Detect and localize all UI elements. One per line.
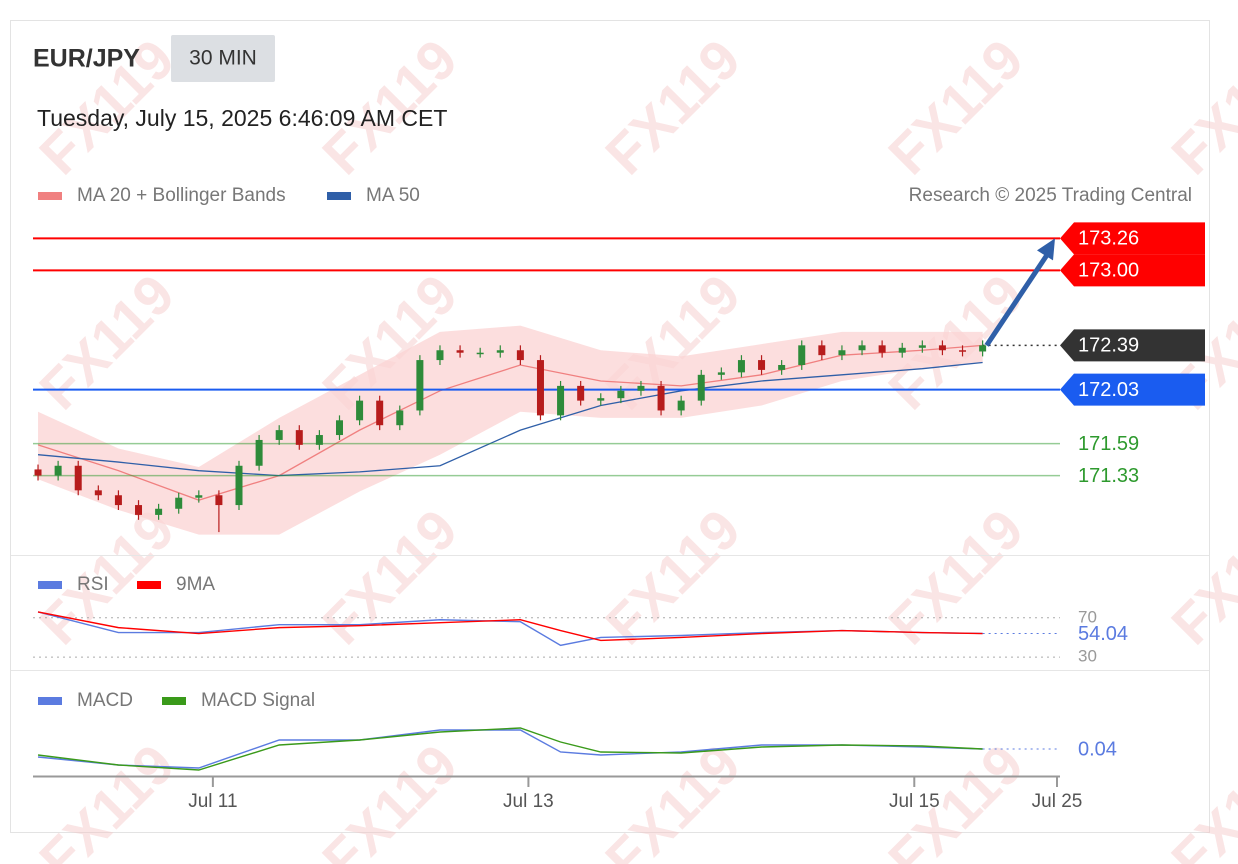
candle-body [74,465,82,491]
level-tag [1060,222,1205,255]
candle-body [597,398,605,401]
legend-label: RSI [77,574,109,595]
candle-body [356,400,364,421]
candle-body [717,372,725,375]
level-label: 173.26 [1078,228,1139,250]
candle-body [617,390,625,399]
y-tick-label: 70 [1078,607,1097,626]
candle-body [416,360,424,411]
level-label: 173.00 [1078,260,1139,282]
timestamp: Tuesday, July 15, 2025 6:46:09 AM CET [37,105,447,131]
candle-body [54,465,62,476]
candle-body [878,345,886,353]
candle-body [315,435,323,445]
candle-body [436,350,444,361]
candle-body [918,345,926,348]
candle-body [979,345,987,352]
x-tick-label: Jul 13 [503,791,554,812]
candle-body [697,374,705,401]
candle-body [798,345,806,365]
candle-body [959,350,967,352]
level-label: 172.03 [1078,379,1139,401]
x-tick-label: Jul 11 [188,791,237,812]
candle-body [376,400,384,426]
candle-body [677,400,685,411]
legend-swatch [38,192,62,200]
current-value-label: 0.04 [1078,738,1117,760]
credit: Research © 2025 Trading Central [909,185,1192,206]
candle-body [476,352,484,355]
candle-body [255,439,263,466]
legend-label: 9MA [176,574,215,595]
level-label: 171.59 [1078,433,1139,455]
level-tag [1060,373,1205,406]
candle-body [135,505,143,515]
candle-body [557,385,565,416]
x-tick-label: Jul 25 [1032,791,1083,812]
candle-body [637,385,645,391]
card [10,20,1210,833]
candle-body [496,350,504,353]
candle-body [758,360,766,370]
arrow-head [1037,238,1055,261]
level-tag [1060,329,1205,362]
legend-swatch [162,697,186,705]
candle-body [175,497,183,509]
candle-body [657,385,665,411]
candle-body [114,495,122,506]
legend-swatch [327,192,351,200]
legend-swatch [38,697,62,705]
projection-arrow [984,249,1053,347]
candle-body [516,350,524,361]
interval-box[interactable] [171,35,275,82]
candle-body [235,465,243,506]
level-tag [1060,254,1205,287]
candle-body [456,350,464,353]
candle-body [195,495,203,498]
y-tick-label: 30 [1078,647,1097,666]
candle-body [858,345,866,351]
candle-body [577,385,585,401]
candle-body [155,508,163,515]
interval[interactable]: 30 MIN [189,47,257,70]
level-label: 172.39 [1078,335,1139,357]
bollinger-band [38,325,983,535]
symbol: EUR/JPY [33,45,140,73]
level-label: 171.33 [1078,465,1139,487]
legend-label: MACD Signal [201,690,315,711]
x-tick-label: Jul 15 [889,791,940,812]
current-value-label: 54.04 [1078,623,1128,645]
candle-body [275,430,283,440]
legend-label: MA 50 [366,185,420,206]
candle-body [898,347,906,353]
candle-body [818,345,826,356]
indicator-line [37,611,983,642]
candle-body [295,430,303,445]
candle-body [34,469,42,476]
candle-body [737,360,745,373]
candle-body [536,360,544,416]
candle-body [938,345,946,351]
legend-label: MA 20 + Bollinger Bands [77,185,286,206]
candle-body [396,410,404,426]
legend-label: MACD [77,690,133,711]
candle-body [335,420,343,436]
candle-body [215,495,223,506]
indicator-line [37,727,983,771]
legend-swatch [137,581,161,589]
ma-50-line [37,361,983,477]
legend-swatch [38,581,62,589]
candle-body [838,350,846,356]
candle-body [778,364,786,370]
candle-body [94,490,102,496]
